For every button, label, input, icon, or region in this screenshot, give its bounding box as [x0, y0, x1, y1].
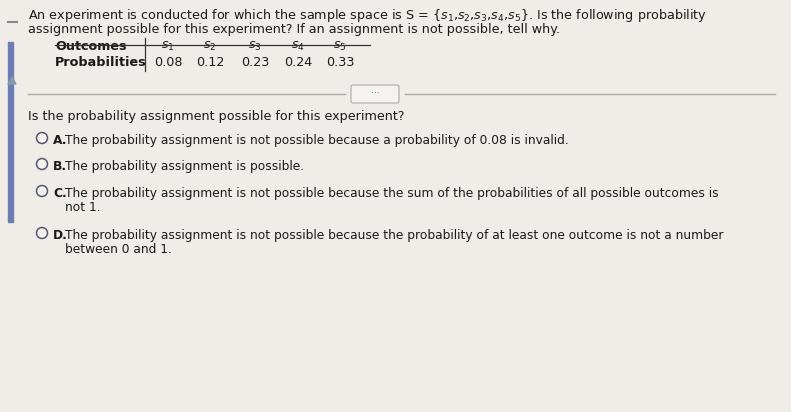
Text: assignment possible for this experiment? If an assignment is not possible, tell : assignment possible for this experiment?… — [28, 23, 560, 36]
Polygon shape — [8, 77, 16, 84]
Text: $s_4$: $s_4$ — [291, 40, 305, 53]
Text: $s_2$: $s_2$ — [203, 40, 217, 53]
Text: 0.33: 0.33 — [326, 56, 354, 69]
Text: $s_1$: $s_1$ — [161, 40, 175, 53]
Circle shape — [36, 227, 47, 239]
Text: $s_3$: $s_3$ — [248, 40, 262, 53]
Text: Probabilities: Probabilities — [55, 56, 146, 69]
Text: between 0 and 1.: between 0 and 1. — [65, 243, 172, 256]
Text: The probability assignment is not possible because the probability of at least o: The probability assignment is not possib… — [65, 229, 724, 242]
FancyBboxPatch shape — [351, 85, 399, 103]
Text: The probability assignment is not possible because a probability of 0.08 is inva: The probability assignment is not possib… — [65, 134, 569, 147]
Text: Outcomes: Outcomes — [55, 40, 127, 53]
Text: D.: D. — [53, 229, 68, 242]
Text: not 1.: not 1. — [65, 201, 100, 214]
Text: ···: ··· — [371, 89, 380, 98]
Text: $s_5$: $s_5$ — [333, 40, 346, 53]
Circle shape — [36, 185, 47, 197]
Text: A.: A. — [53, 134, 67, 147]
Circle shape — [36, 159, 47, 169]
Text: 0.12: 0.12 — [196, 56, 224, 69]
Text: 0.08: 0.08 — [153, 56, 182, 69]
Text: B.: B. — [53, 160, 67, 173]
Text: C.: C. — [53, 187, 66, 200]
Text: 0.24: 0.24 — [284, 56, 312, 69]
Circle shape — [36, 133, 47, 143]
Bar — [8, 42, 13, 222]
Text: Is the probability assignment possible for this experiment?: Is the probability assignment possible f… — [28, 110, 404, 123]
Text: The probability assignment is possible.: The probability assignment is possible. — [65, 160, 304, 173]
Text: An experiment is conducted for which the sample space is S = {$s_1$,$s_2$,$s_3$,: An experiment is conducted for which the… — [28, 7, 707, 24]
Text: 0.23: 0.23 — [240, 56, 269, 69]
Text: The probability assignment is not possible because the sum of the probabilities : The probability assignment is not possib… — [65, 187, 719, 200]
